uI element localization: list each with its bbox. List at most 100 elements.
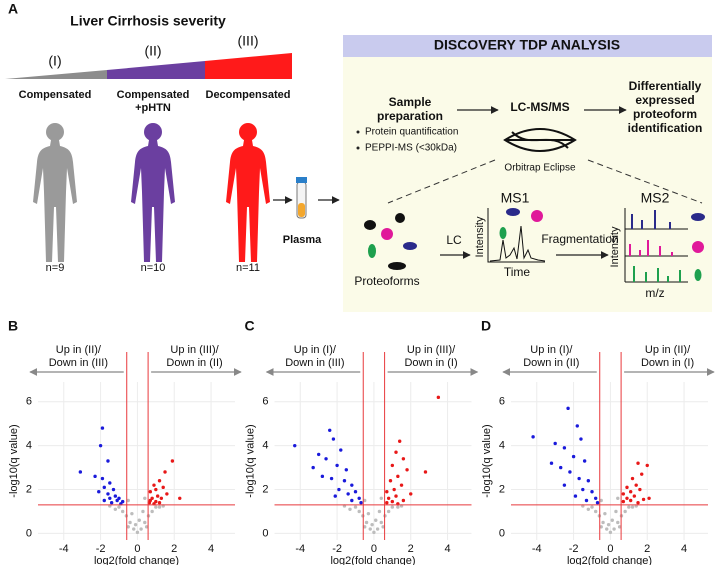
data-point — [165, 492, 169, 496]
data-point — [126, 498, 130, 503]
x-axis-label: log2(fold change) — [330, 555, 415, 565]
data-point — [159, 496, 164, 501]
data-point — [364, 520, 369, 525]
data-point — [100, 476, 105, 481]
x-tick-label: 2 — [171, 543, 177, 555]
data-point — [348, 507, 352, 511]
x-tick-label: 4 — [208, 543, 214, 555]
data-point — [370, 522, 374, 527]
data-point — [337, 487, 341, 492]
data-point — [623, 509, 627, 514]
data-point — [113, 494, 118, 498]
data-point — [161, 485, 165, 490]
data-point — [132, 527, 136, 531]
data-point — [617, 525, 622, 529]
data-point — [366, 511, 371, 516]
data-point — [386, 509, 391, 514]
data-point — [363, 498, 367, 503]
x-tick-label: 0 — [371, 543, 377, 555]
step-label: expressed — [635, 93, 694, 107]
data-point — [178, 496, 182, 501]
bullet-text: PEPPI-MS (<30kDa) — [365, 143, 457, 154]
x-tick-label: -2 — [569, 543, 579, 555]
data-point — [385, 490, 389, 494]
data-point — [154, 505, 158, 509]
data-point — [385, 500, 389, 505]
plot-area — [274, 382, 472, 540]
step-label: Sample — [389, 95, 432, 109]
annotation: Down in (I) — [641, 357, 694, 369]
data-point — [93, 474, 97, 479]
data-point — [640, 472, 644, 476]
data-point — [562, 446, 567, 450]
data-point — [593, 496, 598, 501]
x-tick-label: -4 — [59, 543, 69, 555]
n-label: n=10 — [141, 262, 166, 274]
data-point — [386, 496, 391, 501]
data-point — [616, 520, 620, 525]
data-point — [357, 509, 361, 514]
orbitrap-icon — [503, 128, 577, 152]
data-point — [409, 492, 413, 496]
y-tick-label: 6 — [262, 396, 268, 408]
group-label: Decompensated — [206, 89, 291, 101]
data-point — [605, 527, 609, 531]
data-point — [636, 461, 640, 465]
data-point — [584, 498, 589, 503]
step-label: Differentially — [629, 79, 702, 93]
data-point — [329, 476, 334, 481]
data-point — [394, 450, 398, 454]
y-tick-label: 2 — [262, 483, 268, 495]
data-point — [396, 505, 400, 509]
ion-icon — [506, 208, 520, 216]
x-tick-label: 4 — [445, 543, 451, 555]
data-point — [582, 459, 587, 463]
data-point — [320, 474, 325, 479]
data-point — [128, 520, 132, 525]
wedge-red — [205, 53, 292, 79]
data-point — [106, 492, 110, 496]
data-point — [100, 426, 105, 430]
data-point — [621, 499, 626, 504]
data-point — [150, 509, 154, 514]
data-point — [575, 424, 579, 428]
data-point — [595, 500, 600, 505]
n-label: n=11 — [236, 262, 260, 274]
data-point — [328, 428, 332, 432]
data-point — [344, 468, 349, 472]
data-point — [108, 496, 112, 501]
n-label: n=9 — [46, 262, 65, 274]
annotation: Down in (III) — [285, 357, 344, 369]
x-tick-label: -4 — [532, 543, 542, 555]
data-point — [170, 459, 175, 463]
tube-cap — [296, 177, 307, 183]
data-point — [350, 498, 354, 503]
data-point — [375, 527, 380, 531]
data-point — [621, 492, 626, 496]
bullet — [356, 130, 360, 134]
data-point — [379, 520, 383, 525]
data-point — [78, 470, 83, 474]
group-label: Compensated — [117, 89, 190, 101]
data-point — [363, 525, 367, 529]
proteoform-icons — [364, 213, 417, 270]
annotation: Up in (II)/ — [56, 344, 102, 356]
data-point — [394, 494, 398, 498]
data-point — [608, 530, 613, 535]
data-point — [392, 487, 396, 492]
data-point — [396, 474, 400, 479]
data-point — [379, 496, 383, 501]
data-point — [144, 525, 149, 529]
data-point — [625, 485, 629, 490]
data-point — [401, 498, 406, 503]
annotation: Down in (II) — [523, 357, 579, 369]
ion-icon — [499, 227, 507, 239]
bullet — [356, 146, 360, 150]
data-point — [590, 505, 594, 509]
data-point — [120, 509, 125, 514]
data-point — [143, 496, 147, 501]
data-point — [571, 454, 576, 459]
data-point — [115, 498, 119, 503]
stage-numeral: (II) — [144, 43, 161, 59]
panel-label: A — [8, 1, 18, 17]
